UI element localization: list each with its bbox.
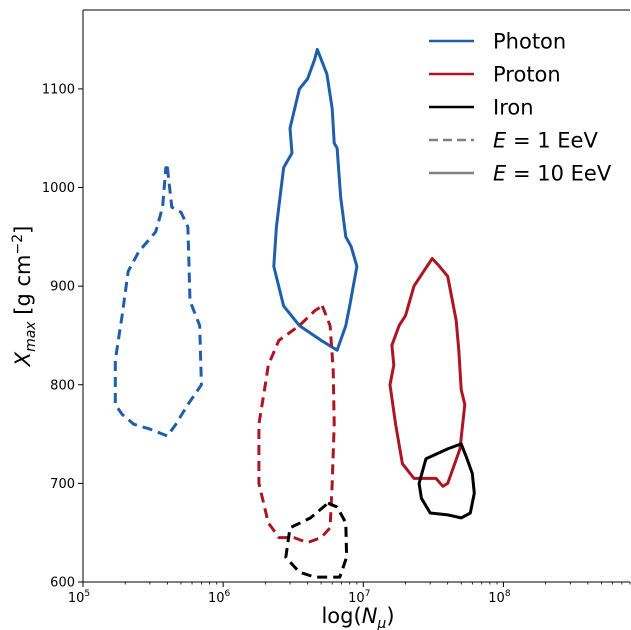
x-tick-label: 106: [208, 589, 231, 606]
legend-label: Photon: [493, 30, 566, 54]
y-axis-ticks: 600 700 800 900 1000 1100: [42, 82, 83, 591]
plot-area: [83, 10, 630, 582]
x-tick-label: 105: [68, 589, 90, 606]
y-tick-label: 1000: [42, 181, 75, 196]
legend: Photon Proton Iron E = 1 EeV E = 10 EeV: [429, 30, 612, 186]
y-tick-label: 900: [50, 280, 75, 295]
y-tick-label: 600: [50, 576, 75, 591]
photon-1eev-contour: [113, 166, 203, 438]
legend-label: Iron: [493, 96, 534, 120]
proton-1eev-contour: [257, 304, 336, 545]
y-tick-label: 1100: [42, 82, 75, 97]
x-tick-label: 107: [348, 589, 370, 606]
y-axis-label: Xmax [g cm−2]: [10, 226, 39, 368]
x-axis-ticks: 105 106 107 108: [68, 582, 631, 606]
legend-label: E = 1 EeV: [493, 129, 598, 153]
x-axis-label: log(Nμ): [321, 604, 394, 630]
proton-10eev-contour: [388, 257, 467, 488]
y-tick-label: 700: [50, 477, 75, 492]
legend-label: E = 10 EeV: [493, 162, 612, 186]
photon-10eev-contour: [272, 47, 359, 352]
legend-label: Proton: [493, 63, 561, 87]
iron-10eev-contour: [417, 442, 476, 520]
series-layer: [113, 47, 476, 579]
y-tick-label: 800: [50, 378, 75, 393]
x-tick-label: 108: [488, 589, 511, 606]
iron-1eev-contour: [284, 501, 349, 579]
